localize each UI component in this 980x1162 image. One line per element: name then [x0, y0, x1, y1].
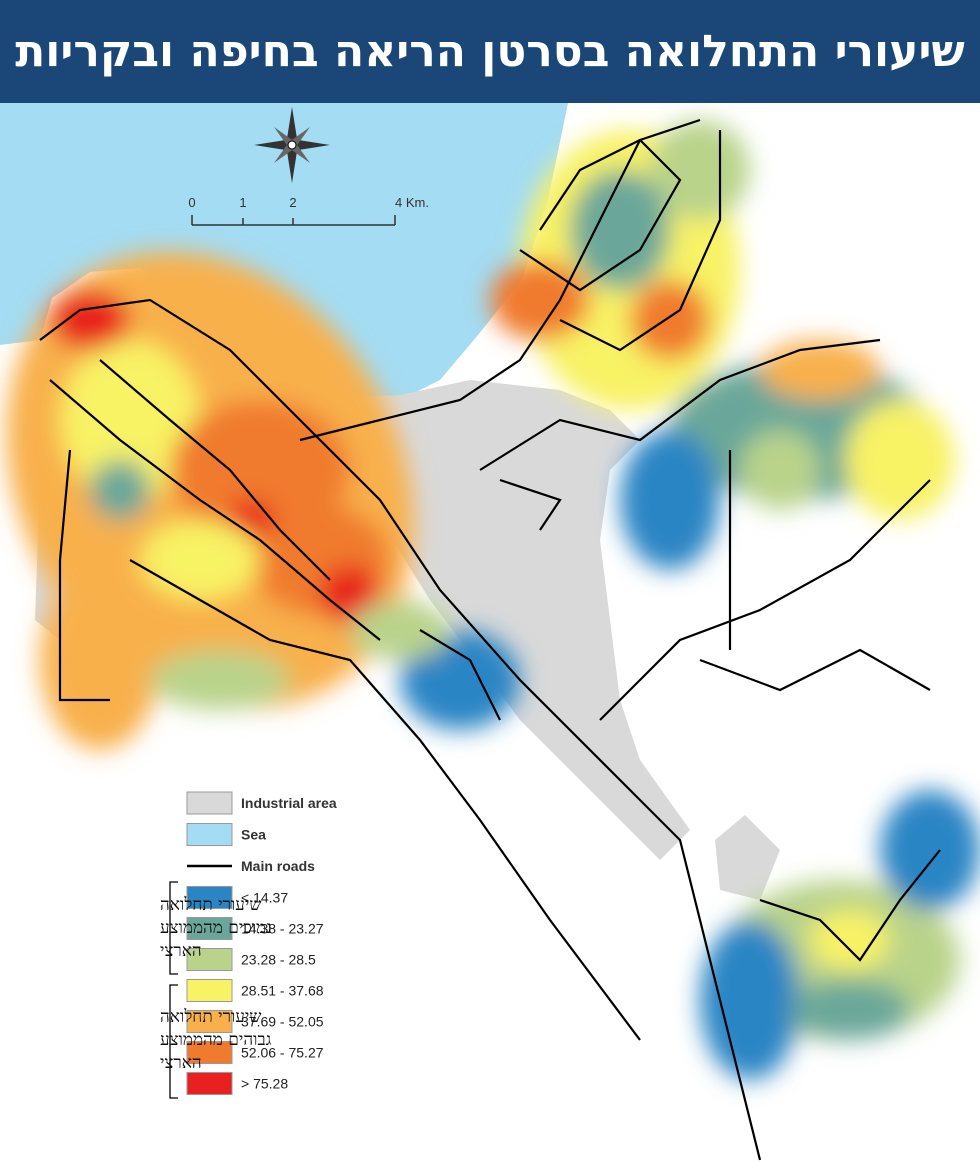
legend-swatch [186, 979, 233, 1002]
main-roads [39, 118, 941, 1161]
legend-label: 28.51 - 37.68 [241, 983, 324, 999]
legend-label: < 14.37 [241, 890, 288, 906]
legend-label: > 75.28 [241, 1076, 288, 1092]
scale-label: 2 [289, 195, 296, 210]
sea [0, 103, 568, 400]
legend-swatch [186, 1010, 233, 1033]
legend-groups: שיעורי תחלואה נמוכים מהממוצע הארצי שיעורי ת… [160, 895, 272, 1073]
compass [254, 107, 330, 183]
legend-swatch [186, 1041, 233, 1064]
legend-swatch [186, 823, 233, 846]
legend-label: 23.28 - 28.5 [241, 952, 316, 968]
group-label: הארצי [160, 1053, 202, 1073]
title: שיעורי התחלואה בסרטן הריאה בחיפה ובקריות [15, 26, 965, 77]
legend-label: Industrial area [241, 795, 337, 811]
legend-swatch [186, 791, 233, 815]
legend-swatch [186, 1072, 233, 1095]
group-label: גבוהים מהממוצע [160, 1030, 272, 1050]
legend-label: 14.38 - 23.27 [241, 921, 324, 937]
legend-label: 37.69 - 52.05 [241, 1014, 324, 1030]
legend-label: Main roads [241, 858, 315, 874]
legend: Industrial area Sea Main roads < 14.37 14.38… [186, 791, 337, 1095]
legend-label: Sea [241, 827, 266, 843]
legend-swatch [186, 917, 233, 940]
group-label: הארצי [160, 941, 202, 961]
scale-label: 4 Km. [395, 195, 429, 210]
scale-bar [191, 215, 396, 226]
scale-label: 1 [239, 195, 246, 210]
group-brackets [169, 881, 178, 1099]
group-label: שיעורי תחלואה [160, 895, 261, 915]
legend-label: 52.06 - 75.27 [241, 1045, 324, 1061]
legend-swatch [186, 948, 233, 971]
legend-swatch [186, 886, 233, 909]
group-label: נמוכים מהממוצע [160, 918, 272, 938]
scale-label: 0 [188, 195, 195, 210]
group-label: שיעורי תחלואה [160, 1007, 261, 1027]
header-bar [0, 0, 980, 103]
scale-labels: 0 1 2 4 Km. [188, 195, 429, 210]
